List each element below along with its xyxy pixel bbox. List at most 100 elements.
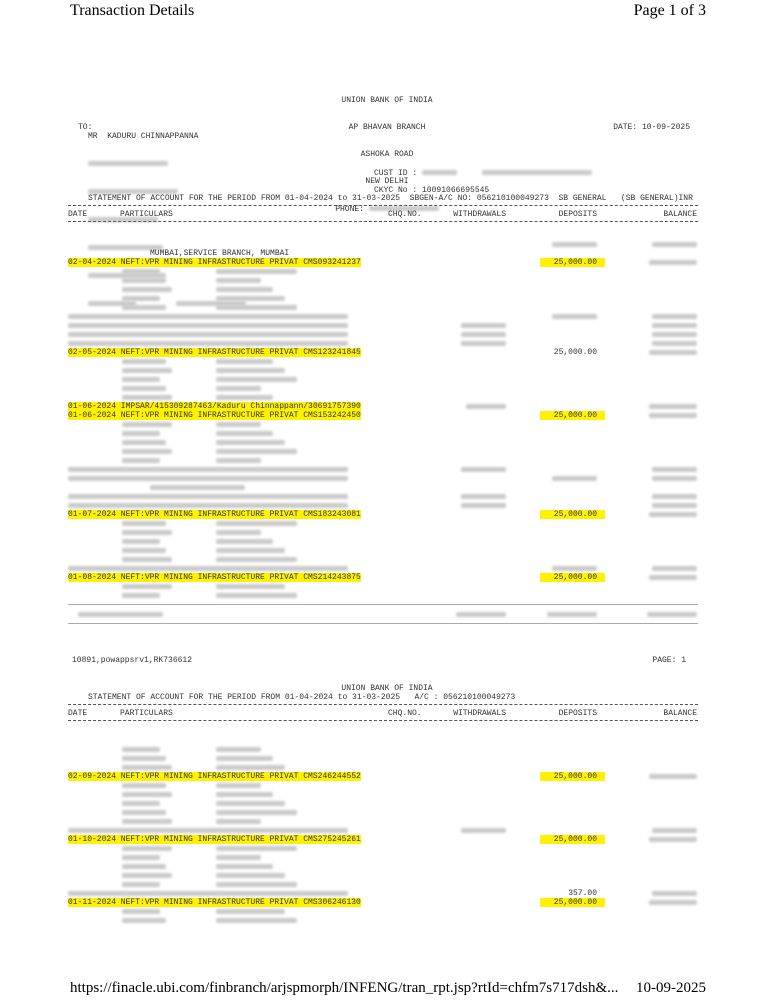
divider <box>68 623 698 624</box>
customer-name: MR KADURU CHINNAPPANNA <box>88 132 199 141</box>
redacted-value <box>122 801 160 806</box>
detail-value <box>216 537 273 547</box>
bank-address: UNION BANK OF INDIA AP BHAVAN BRANCH ASH… <box>0 78 774 232</box>
detail-label <box>122 456 160 466</box>
redacted-value <box>652 828 697 833</box>
detail-value <box>216 745 261 755</box>
redacted-value <box>652 467 697 472</box>
transaction-detail-row <box>0 357 774 366</box>
redacted-part <box>68 492 348 502</box>
divider <box>68 704 698 705</box>
transaction-detail-row <box>0 447 774 456</box>
redacted-bal <box>652 474 697 484</box>
page2-bank-name: UNION BANK OF INDIA <box>341 684 433 693</box>
redacted-value <box>466 404 506 409</box>
redacted-value <box>122 918 166 923</box>
bank-name: UNION BANK OF INDIA <box>341 96 433 105</box>
transaction-row: 01-06-2024 NEFT:VPR MINING INFRASTRUCTUR… <box>0 411 774 420</box>
header-balance: BALANCE <box>663 210 697 219</box>
redacted-value <box>122 296 160 301</box>
redacted-value <box>216 765 285 770</box>
redacted-value <box>649 774 697 779</box>
redacted-value <box>216 287 273 292</box>
redacted-row <box>0 321 774 330</box>
header-withdrawals: WITHDRAWALS <box>453 210 506 219</box>
redacted-bal <box>652 826 697 836</box>
redacted-value <box>68 476 348 481</box>
redacted-part <box>68 465 348 475</box>
page1-footer-id: 10891,powappsrv1,RK736612 <box>72 656 193 665</box>
redacted-value <box>122 792 172 797</box>
transaction-detail-row <box>0 790 774 799</box>
detail-value <box>216 456 261 466</box>
redacted-value <box>652 476 697 481</box>
page-url: https://finacle.ubi.com/finbranch/arjspm… <box>70 980 619 996</box>
detail-label <box>122 781 166 791</box>
transaction-particulars: 01-07-2024 NEFT:VPR MINING INFRASTRUCTUR… <box>68 510 361 519</box>
detail-value <box>216 582 285 592</box>
statement-period: STATEMENT OF ACCOUNT FOR THE PERIOD FROM… <box>88 194 693 203</box>
redacted-value <box>216 359 273 364</box>
detail-label <box>122 916 166 926</box>
transaction-detail-row <box>0 546 774 555</box>
redacted-value <box>461 467 506 472</box>
deposit-amount: 25,000.00 <box>539 510 605 519</box>
transaction-detail-row <box>0 366 774 375</box>
redacted-wd <box>461 465 506 475</box>
redacted-value <box>652 242 697 247</box>
detail-label <box>122 907 160 917</box>
redacted-dep <box>552 564 597 574</box>
detail-label <box>122 267 160 277</box>
transaction-detail-row <box>0 303 774 312</box>
transaction-detail-row <box>0 267 774 276</box>
transaction-detail-row <box>0 519 774 528</box>
redacted-value <box>216 819 261 824</box>
detail-label <box>122 799 160 809</box>
detail-value <box>216 880 297 890</box>
cust-id: CUST ID : <box>374 168 593 178</box>
transaction-detail-row <box>0 384 774 393</box>
redacted-value <box>461 341 506 346</box>
page1-transactions: MUMBAI,SERVICE BRANCH, MUMBAI 02-04-2024 … <box>0 240 774 600</box>
balance-amount <box>649 411 697 421</box>
redacted-value <box>652 341 697 346</box>
detail-value <box>216 384 261 394</box>
redacted-part <box>68 474 348 484</box>
transaction-detail-row <box>0 763 774 772</box>
divider <box>68 604 698 605</box>
redacted-row: 357.00 <box>0 889 774 898</box>
transaction-row: 02-05-2024 NEFT:VPR MINING INFRASTRUCTUR… <box>0 348 774 357</box>
redacted-value <box>122 377 160 382</box>
redacted-value <box>122 765 172 770</box>
detail-label <box>122 384 166 394</box>
redacted-value <box>216 801 285 806</box>
balance-amount <box>649 510 697 520</box>
transaction-detail-row <box>0 591 774 600</box>
redacted-value <box>216 882 297 887</box>
redacted-row <box>0 240 774 249</box>
redacted-value <box>216 278 261 283</box>
redacted-row <box>0 474 774 483</box>
redacted-bal <box>652 501 697 511</box>
redacted-wd <box>461 330 506 340</box>
redacted-value <box>461 494 506 499</box>
redacted-value <box>216 449 297 454</box>
deposit-amount: 25,000.00 <box>539 772 605 781</box>
redacted-value <box>150 485 245 490</box>
detail-label <box>122 745 160 755</box>
redacted-value <box>216 810 297 815</box>
redacted-row <box>0 312 774 321</box>
bank-city: NEW DELHI <box>365 177 409 186</box>
detail-label <box>122 420 172 430</box>
redacted-value <box>216 864 273 869</box>
detail-value <box>216 285 273 295</box>
transaction-detail-row <box>0 754 774 763</box>
balance-amount <box>649 898 697 908</box>
header-deposits: DEPOSITS <box>558 709 597 718</box>
detail-label <box>122 862 166 872</box>
bank-road: ASHOKA ROAD <box>360 150 414 159</box>
redacted-value <box>461 323 506 328</box>
divider <box>68 221 698 222</box>
redacted-value <box>122 882 160 887</box>
